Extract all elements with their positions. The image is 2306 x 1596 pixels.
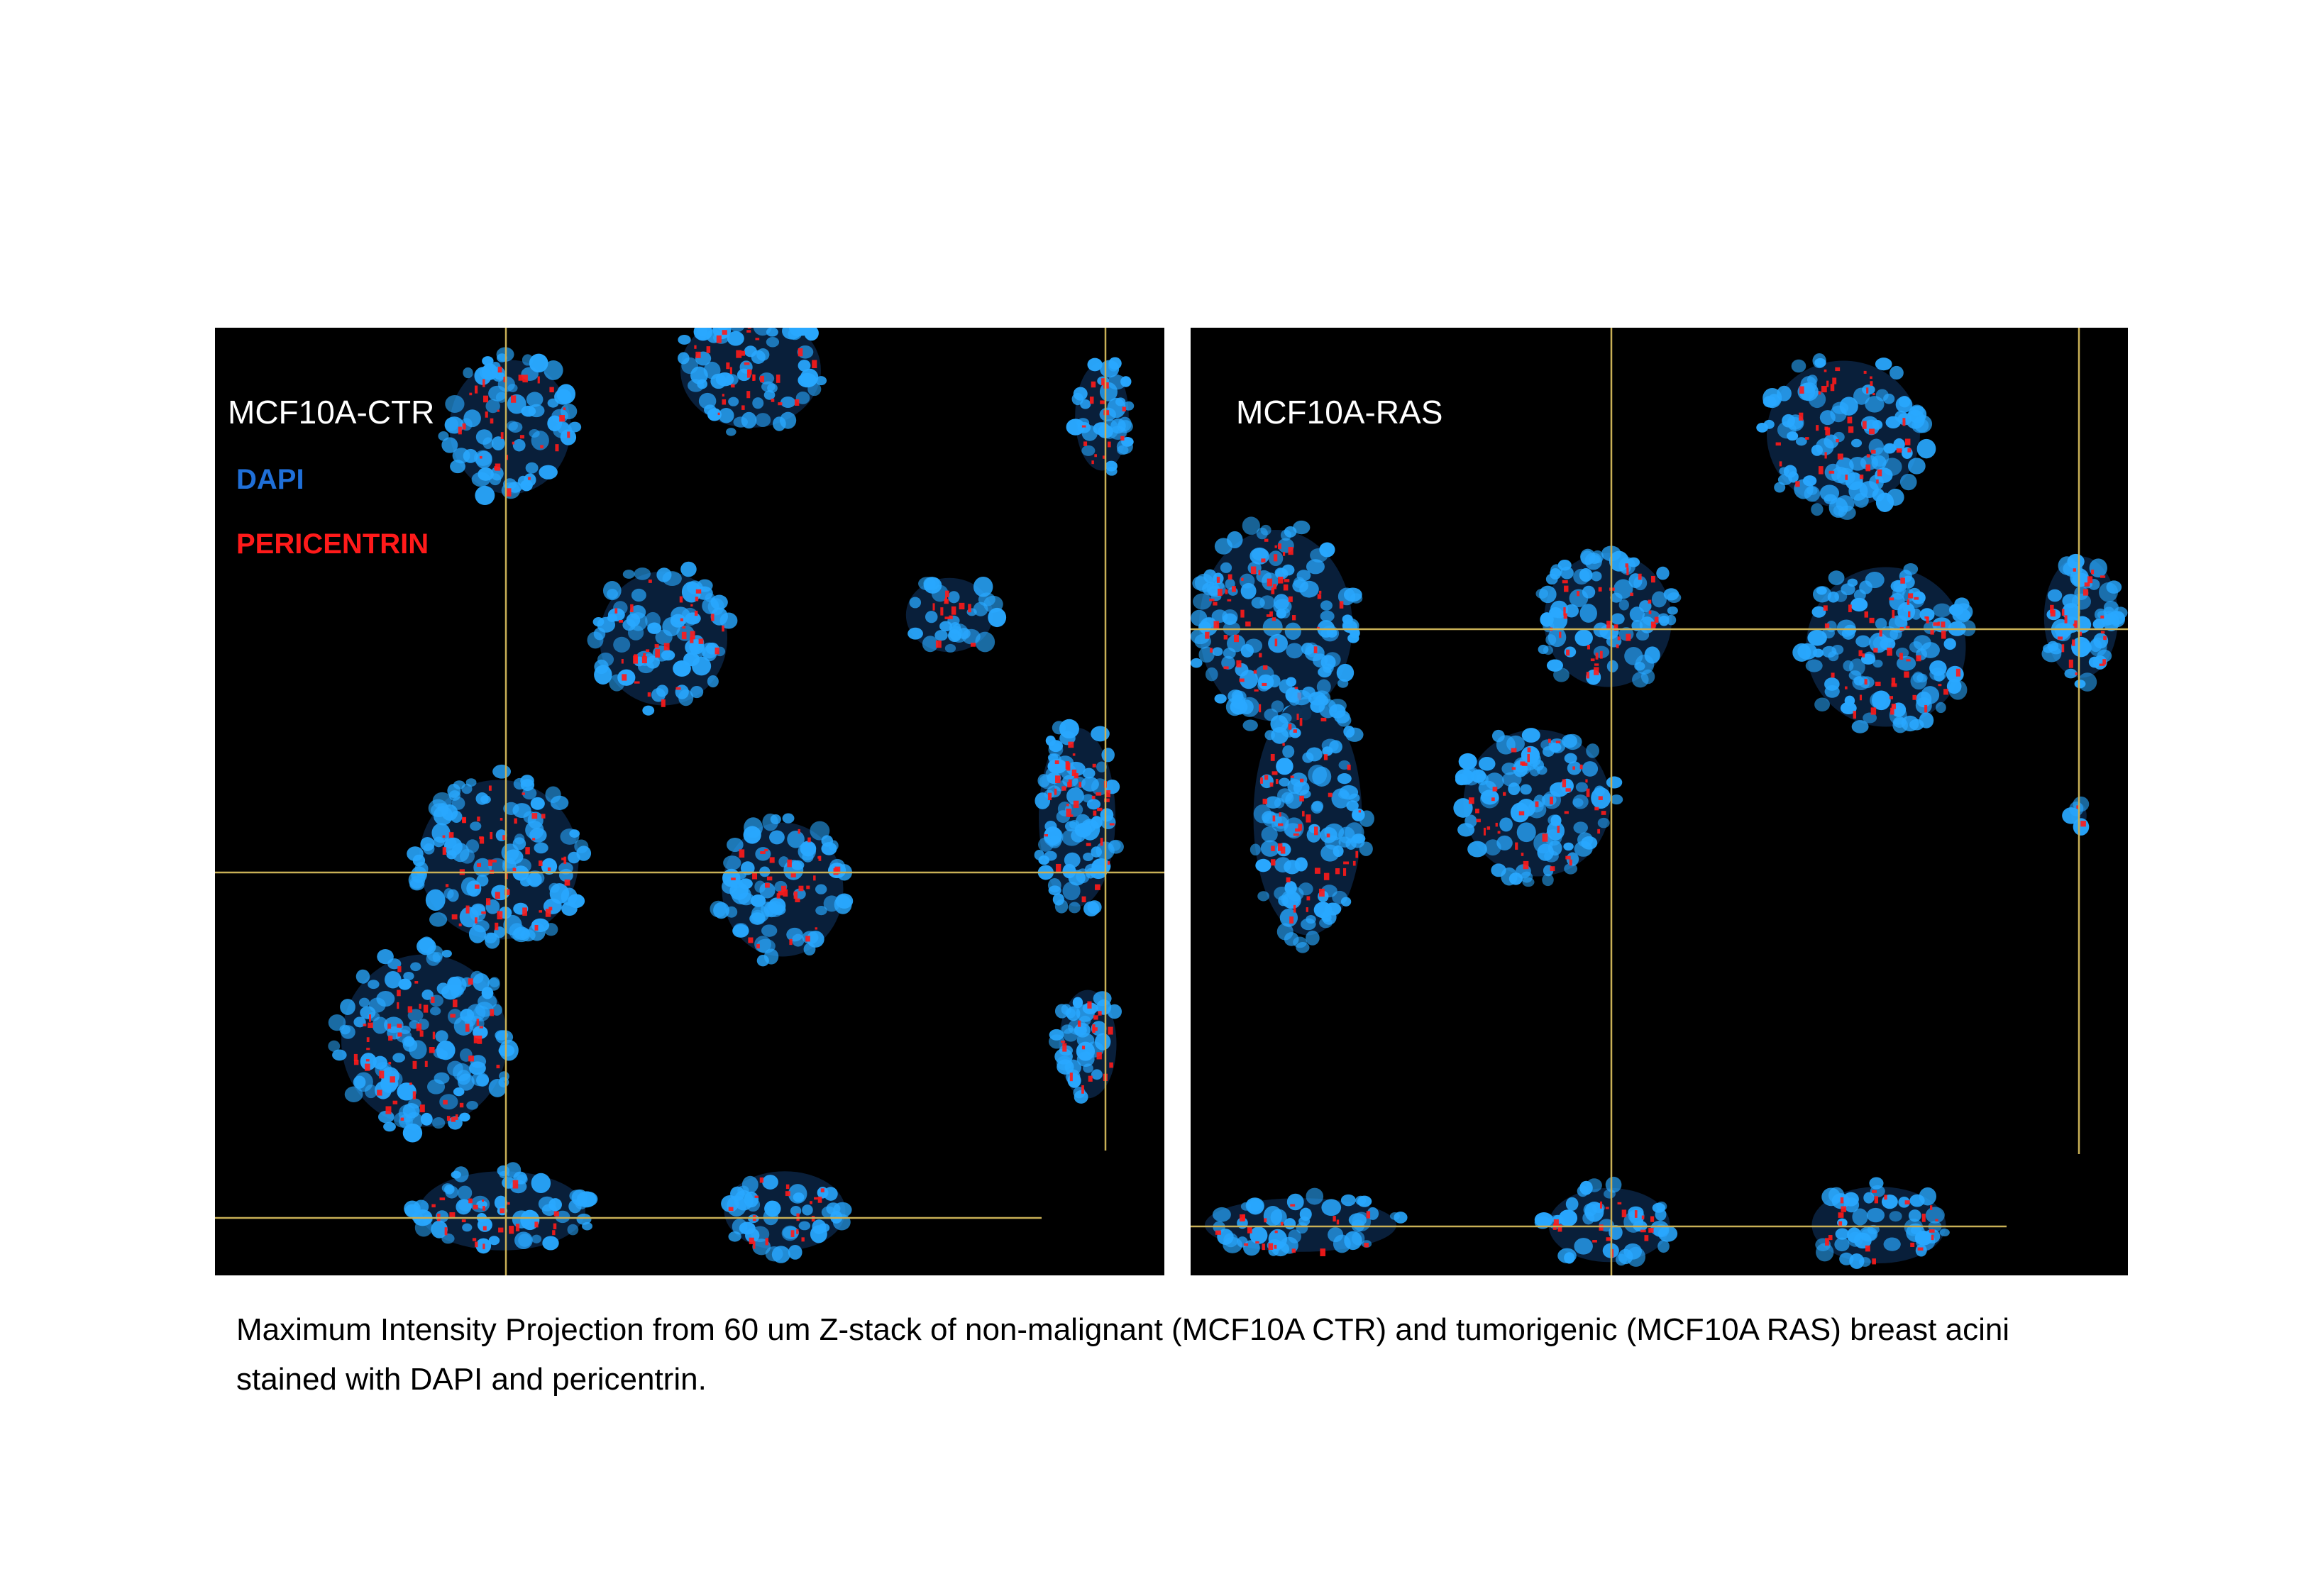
orthogonal-view-acinus [1034, 719, 1124, 916]
acinus [407, 764, 592, 949]
micrograph-image-ras [1191, 328, 2128, 1275]
orthogonal-view-acinus [2062, 796, 2090, 836]
orthogonal-view-acinus [2041, 553, 2128, 692]
acinus [905, 576, 1007, 653]
orthogonal-view-acinus [1205, 1187, 1408, 1257]
micrograph-image-ctr [215, 328, 1164, 1275]
panel-label-ctr: MCF10A-CTR [228, 394, 435, 431]
acinus [1453, 728, 1623, 887]
orthogonal-view-acinus [404, 1162, 598, 1254]
orthogonal-view-acinus [1066, 357, 1135, 476]
legend-dapi: DAPI [236, 464, 304, 495]
acinus [328, 936, 519, 1143]
acinus [1249, 686, 1374, 953]
acinus [587, 561, 738, 716]
acinus [710, 813, 854, 967]
acinus [1191, 516, 1363, 731]
orthogonal-view-acinus [1811, 1177, 1950, 1269]
acinus [1756, 353, 1936, 520]
acinus [678, 328, 827, 436]
legend-pericentrin: PERICENTRIN [236, 528, 429, 560]
acinus [1535, 545, 1682, 688]
panel-label-ras: MCF10A-RAS [1236, 394, 1443, 431]
micrograph-panel-ras: MCF10A-RAS [1191, 328, 2128, 1275]
micrograph-panel-ctr: MCF10A-CTR DAPI PERICENTRIN [215, 328, 1164, 1275]
orthogonal-view-acinus [1048, 990, 1122, 1104]
figure-caption: Maximum Intensity Projection from 60 um … [236, 1312, 2010, 1397]
acinus [1792, 563, 1976, 733]
acinus [438, 347, 582, 506]
orthogonal-view-acinus [1534, 1176, 1678, 1267]
